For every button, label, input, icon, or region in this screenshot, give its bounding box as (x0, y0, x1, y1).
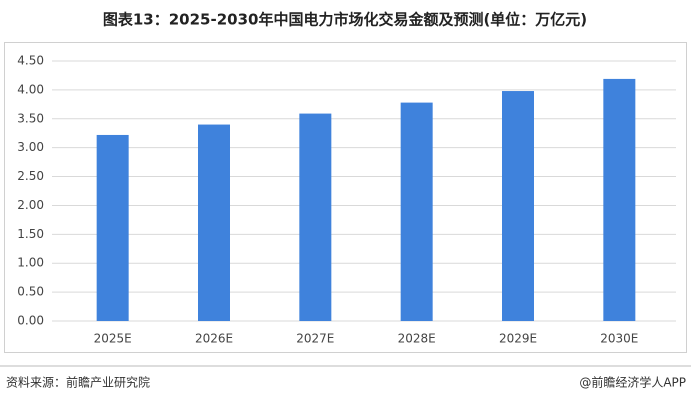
footer-credit: @前瞻经济学人APP (579, 375, 686, 390)
bar (198, 124, 230, 321)
chart-title: 图表13：2025-2030年中国电力市场化交易金额及预测(单位：万亿元) (103, 11, 587, 29)
x-tick-label: 2029E (499, 332, 537, 346)
x-tick-label: 2028E (398, 332, 436, 346)
y-tick-label: 3.00 (17, 140, 44, 154)
y-tick-label: 3.50 (17, 111, 44, 125)
y-tick-label: 1.50 (17, 227, 44, 241)
x-tick-label: 2027E (296, 332, 334, 346)
bar (299, 113, 332, 321)
bar (603, 78, 636, 322)
bar (400, 102, 433, 321)
bar (96, 134, 129, 321)
y-tick-label: 4.00 (17, 82, 44, 96)
y-tick-label: 2.50 (17, 169, 44, 183)
plot-frame (4, 42, 687, 353)
x-tick-label: 2025E (94, 332, 132, 346)
y-tick-label: 2.00 (17, 198, 44, 212)
y-tick-label: 0.00 (17, 314, 44, 328)
x-tick-label: 2026E (195, 332, 233, 346)
y-tick-label: 4.50 (17, 54, 44, 68)
y-tick-label: 1.00 (17, 256, 44, 270)
footer-source: 资料来源：前瞻产业研究院 (6, 375, 150, 390)
y-tick-label: 0.50 (17, 285, 44, 299)
bar (502, 91, 534, 322)
x-tick-label: 2030E (600, 332, 638, 346)
